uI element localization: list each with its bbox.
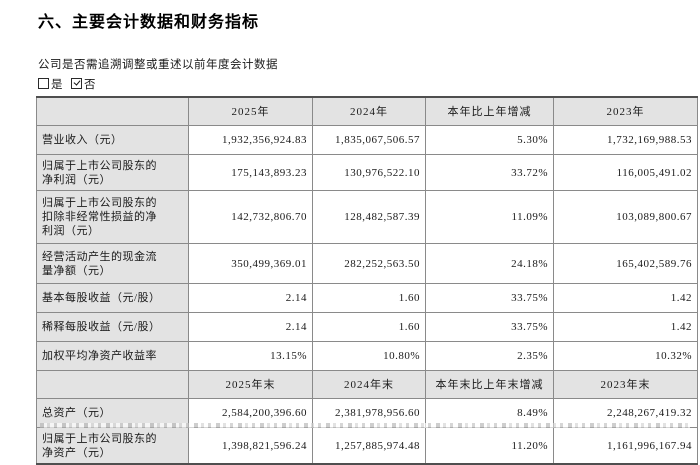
table-row: 经营活动产生的现金流量净额（元） 350,499,369.01 282,252,… xyxy=(36,243,698,284)
cell-value: 1,932,356,924.83 xyxy=(188,125,313,155)
row-label: 加权平均净资产收益率 xyxy=(36,341,189,371)
header-cell-blank xyxy=(36,96,189,126)
cell-value: 116,005,491.02 xyxy=(553,154,698,191)
annual-header-row: 2025年 2024年 本年比上年增减 2023年 xyxy=(36,96,698,126)
cell-value: 33.72% xyxy=(425,154,554,191)
checkbox-unchecked-icon xyxy=(38,78,49,89)
financial-indicators-table: 2025年 2024年 本年比上年增减 2023年 营业收入（元） 1,932,… xyxy=(36,96,698,465)
cell-value: 1.60 xyxy=(312,283,426,313)
cell-value: 175,143,893.23 xyxy=(188,154,313,191)
cell-value: 24.18% xyxy=(425,243,554,284)
cell-value: 350,499,369.01 xyxy=(188,243,313,284)
row-label: 归属于上市公司股东的净利润（元） xyxy=(36,154,189,191)
restatement-answer: 是否 xyxy=(38,76,104,92)
header-cell-2025-end: 2025年末 xyxy=(188,370,313,399)
cell-value: 103,089,800.67 xyxy=(553,190,698,244)
header-cell-end-yoy-change: 本年末比上年末增减 xyxy=(425,370,554,399)
section-heading: 六、主要会计数据和财务指标 xyxy=(38,14,260,31)
restatement-question: 公司是否需追溯调整或重述以前年度会计数据 xyxy=(38,59,278,71)
cell-value: 1.42 xyxy=(553,283,698,313)
cell-value: 10.80% xyxy=(312,341,426,371)
row-label: 归属于上市公司股东的净资产（元） xyxy=(36,427,189,465)
cell-value: 1,161,996,167.94 xyxy=(553,427,698,465)
header-cell-2023-end: 2023年末 xyxy=(553,370,698,399)
table-row: 归属于上市公司股东的净资产（元） 1,398,821,596.24 1,257,… xyxy=(36,427,698,465)
cell-value: 282,252,563.50 xyxy=(312,243,426,284)
checkbox-checked-icon xyxy=(71,78,82,89)
header-cell-2024-end: 2024年末 xyxy=(312,370,426,399)
cell-value: 2.35% xyxy=(425,341,554,371)
cell-value: 1,835,067,506.57 xyxy=(312,125,426,155)
header-cell-blank xyxy=(36,370,189,399)
cell-value: 1,257,885,974.48 xyxy=(312,427,426,465)
option-no: 否 xyxy=(71,78,96,91)
clipped-text-line xyxy=(40,423,690,428)
cell-value: 5.30% xyxy=(425,125,554,155)
row-label: 稀释每股收益（元/股） xyxy=(36,312,189,342)
option-no-label: 否 xyxy=(84,79,96,91)
header-cell-2024: 2024年 xyxy=(312,96,426,126)
cell-value: 2.14 xyxy=(188,283,313,313)
table-row: 营业收入（元） 1,932,356,924.83 1,835,067,506.5… xyxy=(36,125,698,155)
cell-value: 33.75% xyxy=(425,312,554,342)
table-row: 归属于上市公司股东的扣除非经常性损益的净利润（元） 142,732,806.70… xyxy=(36,190,698,244)
cell-value: 1.60 xyxy=(312,312,426,342)
table-row: 稀释每股收益（元/股） 2.14 1.60 33.75% 1.42 xyxy=(36,312,698,342)
row-label: 经营活动产生的现金流量净额（元） xyxy=(36,243,189,284)
cell-value: 142,732,806.70 xyxy=(188,190,313,244)
period-end-header-row: 2025年末 2024年末 本年末比上年末增减 2023年末 xyxy=(36,370,698,399)
cell-value: 10.32% xyxy=(553,341,698,371)
table-row: 归属于上市公司股东的净利润（元） 175,143,893.23 130,976,… xyxy=(36,154,698,191)
cell-value: 11.20% xyxy=(425,427,554,465)
cell-value: 33.75% xyxy=(425,283,554,313)
cell-value: 165,402,589.76 xyxy=(553,243,698,284)
table-row: 加权平均净资产收益率 13.15% 10.80% 2.35% 10.32% xyxy=(36,341,698,371)
cell-value: 13.15% xyxy=(188,341,313,371)
row-label: 营业收入（元） xyxy=(36,125,189,155)
cell-value: 11.09% xyxy=(425,190,554,244)
option-yes: 是 xyxy=(38,78,63,91)
table-row: 基本每股收益（元/股） 2.14 1.60 33.75% 1.42 xyxy=(36,283,698,313)
row-label: 基本每股收益（元/股） xyxy=(36,283,189,313)
cell-value: 1,732,169,988.53 xyxy=(553,125,698,155)
cell-value: 130,976,522.10 xyxy=(312,154,426,191)
row-label: 归属于上市公司股东的扣除非经常性损益的净利润（元） xyxy=(36,190,189,244)
cell-value: 128,482,587.39 xyxy=(312,190,426,244)
cell-value: 1,398,821,596.24 xyxy=(188,427,313,465)
option-yes-label: 是 xyxy=(51,79,63,91)
header-cell-2025: 2025年 xyxy=(188,96,313,126)
header-cell-yoy-change: 本年比上年增减 xyxy=(425,96,554,126)
header-cell-2023: 2023年 xyxy=(553,96,698,126)
cell-value: 1.42 xyxy=(553,312,698,342)
cell-value: 2.14 xyxy=(188,312,313,342)
